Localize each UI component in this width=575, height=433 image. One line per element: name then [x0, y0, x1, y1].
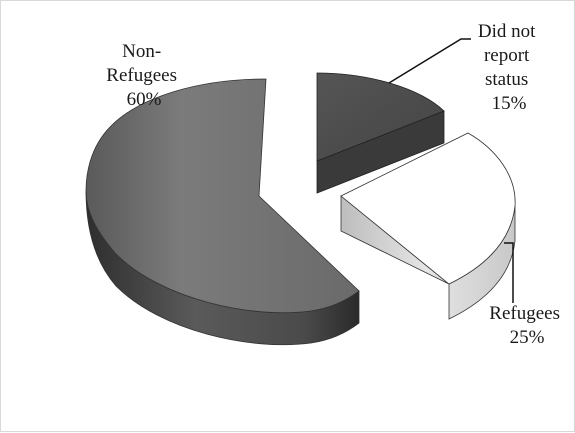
label-did-not-report-line-4: 15%: [492, 93, 527, 114]
label-refugees-line-2: 25%: [510, 327, 545, 348]
label-did-not-report-line-3: status: [485, 69, 528, 90]
label-non-refugees-line-1: Non-: [122, 41, 161, 62]
label-refugees-line-1: Refugees: [489, 303, 560, 324]
label-did-not-report-line-1: Did not: [478, 21, 536, 42]
leader-line-did-not-report: [388, 38, 471, 84]
label-non-refugees-line-2: Refugees: [106, 65, 177, 86]
slice-non-refugees-top: [85, 78, 360, 314]
label-did-not-report-line-2: report: [484, 45, 530, 66]
label-non-refugees: Non- Refugees 60%: [106, 41, 181, 110]
leader-line-refugees: [504, 242, 514, 303]
slice-did-not-report-top: [316, 72, 445, 162]
label-non-refugees-line-3: 60%: [127, 89, 162, 110]
slice-refugees-top: [340, 132, 516, 285]
slice-refugees: [340, 132, 516, 320]
slice-non-refugees: [85, 78, 360, 346]
label-did-not-report: Did not report status 15%: [478, 21, 540, 114]
slice-did-not-report: [316, 72, 445, 194]
label-refugees: Refugees 25%: [489, 303, 564, 348]
